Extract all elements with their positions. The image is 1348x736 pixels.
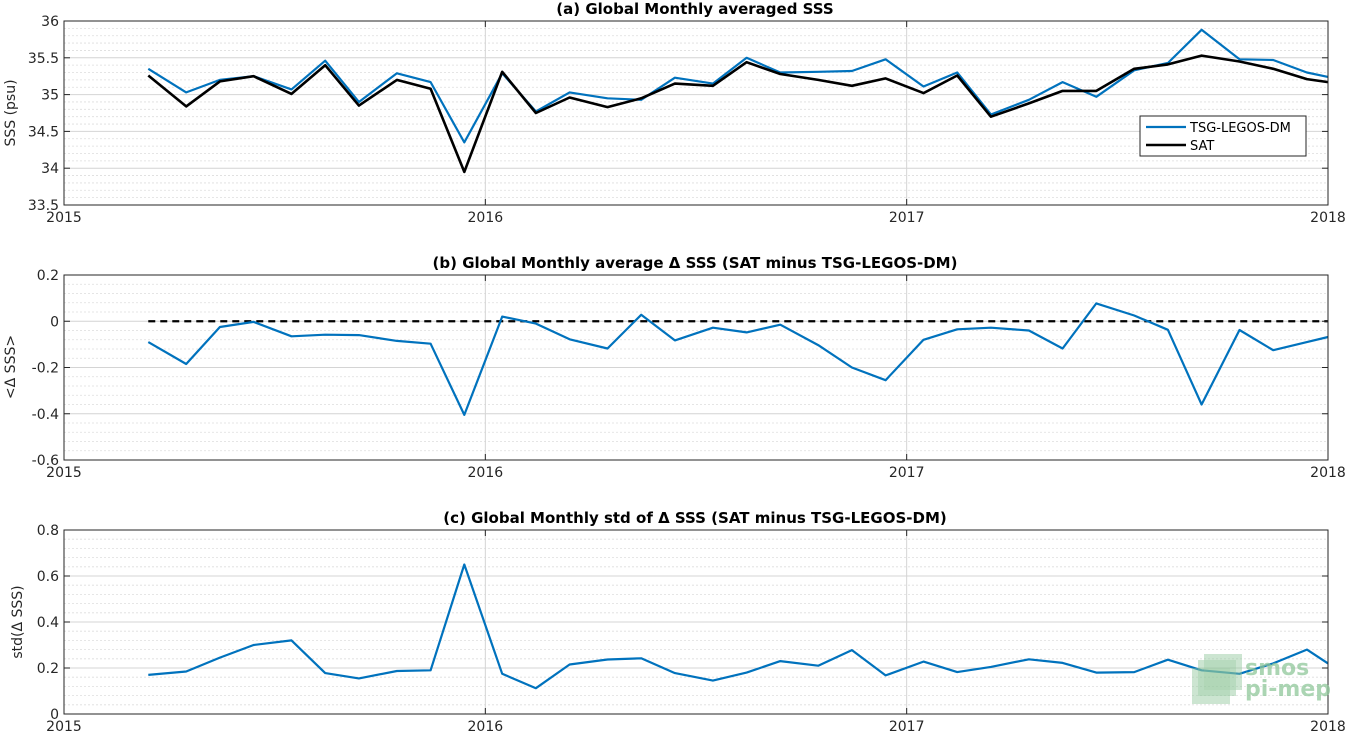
gridlines-b: [63, 274, 1329, 461]
series-line-delta-sss-b: [147, 302, 1329, 416]
x-tick-label-a: 2018: [1310, 210, 1346, 226]
series-c: [148, 563, 1329, 690]
plot-frame-a: [63, 20, 1329, 206]
y-tick-label-b: 0: [50, 314, 59, 330]
y-tick-label-b: -0.2: [32, 361, 59, 377]
y-tick-label-a: 34: [41, 161, 59, 177]
series-line-sat-a: [147, 54, 1329, 174]
x-tick-label-c: 2016: [468, 719, 504, 735]
y-tick-label-a: 36: [41, 14, 59, 30]
y-tick-label-c: 0.4: [37, 615, 59, 631]
x-tick-label-b: 2015: [46, 465, 82, 481]
logo-text-smos: smos: [1245, 656, 1309, 681]
x-tick-label-a: 2017: [889, 210, 925, 226]
y-tick-label-c: 0: [50, 707, 59, 723]
y-axis-label-b: <Δ SSS>: [3, 335, 19, 399]
x-tick-label-b: 2017: [889, 465, 925, 481]
smos-pi-mep-logo: smos pi-mep: [1192, 654, 1331, 704]
x-tick-label-a: 2016: [468, 210, 504, 226]
y-axis-label-c: std(Δ SSS): [10, 585, 26, 658]
legend-label-sat: SAT: [1190, 139, 1214, 154]
legend-box: [1139, 115, 1307, 157]
y-tick-label-b: 0.2: [37, 268, 59, 284]
gridlines-a: [63, 20, 1329, 206]
x-tick-label-c: 2017: [889, 719, 925, 735]
chart-title-b: (b) Global Monthly average Δ SSS (SAT mi…: [433, 254, 958, 272]
x-tick-label-b: 2016: [468, 465, 504, 481]
x-tick-label-c: 2018: [1310, 719, 1346, 735]
y-tick-label-a: 33.5: [28, 198, 59, 214]
y-tick-label-b: -0.4: [32, 407, 59, 423]
logo-text-pi-mep: pi-mep: [1245, 677, 1331, 702]
x-tick-label-b: 2018: [1310, 465, 1346, 481]
ticks-a: 33.5 34 34.5 35 35.5 36 2015 2016 2017 2018: [28, 14, 1346, 226]
chart-title-c: (c) Global Monthly std of Δ SSS (SAT min…: [443, 509, 946, 527]
legend: TSG-LEGOS-DM SAT: [1139, 115, 1307, 157]
ticks-c: 0 0.2 0.4 0.6 0.8 2015 2016 2017 2018: [37, 523, 1346, 735]
series-a: [147, 28, 1329, 174]
y-tick-label-a: 34.5: [28, 124, 59, 140]
x-tick-label-c: 2015: [46, 719, 82, 735]
y-tick-label-c: 0.6: [37, 569, 59, 585]
chart-title-a: (a) Global Monthly averaged SSS: [556, 0, 833, 18]
series-b: [147, 302, 1329, 416]
panel-b: (b) Global Monthly average Δ SSS (SAT mi…: [3, 254, 1346, 481]
ticks-b: -0.6 -0.4 -0.2 0 0.2 2015 2016 2017 2018: [32, 268, 1346, 481]
gridlines-c: [63, 529, 1329, 715]
logo-icon: [1192, 654, 1242, 704]
legend-label-tsg: TSG-LEGOS-DM: [1189, 121, 1291, 136]
y-tick-label-a: 35.5: [28, 51, 59, 67]
y-tick-label-b: -0.6: [32, 453, 59, 469]
series-line-delta-sss-c: [148, 563, 1329, 690]
panel-c: (c) Global Monthly std of Δ SSS (SAT min…: [10, 509, 1346, 735]
y-tick-label-a: 35: [41, 88, 59, 104]
y-tick-label-c: 0.2: [37, 661, 59, 677]
y-axis-label-a: SSS (psu): [3, 79, 19, 146]
x-tick-label-a: 2015: [46, 210, 82, 226]
panel-a: (a) Global Monthly averaged SSS SSS (psu…: [3, 0, 1346, 226]
y-tick-label-c: 0.8: [37, 523, 59, 539]
